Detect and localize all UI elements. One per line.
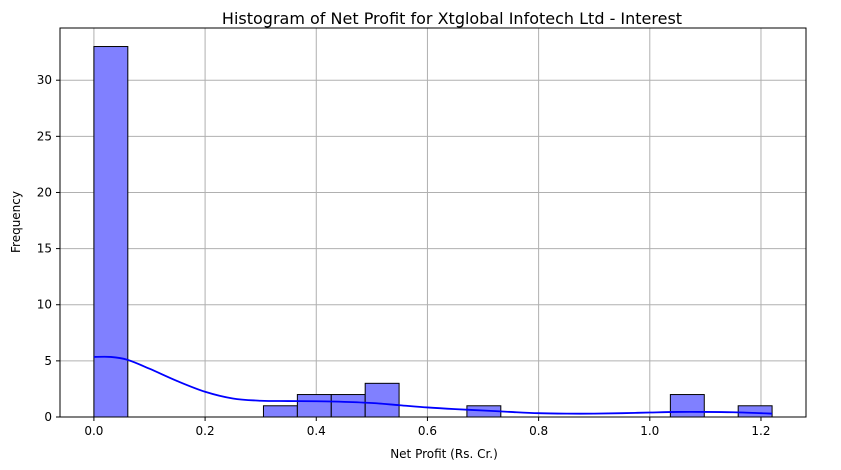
- kde-line: [93, 355, 773, 415]
- histogram-bar: [93, 46, 129, 418]
- histogram-bar: [737, 405, 773, 418]
- x-tick-label: 0.8: [529, 424, 548, 438]
- y-tick-label: 25: [37, 129, 52, 143]
- x-axis-ticks: 0.0 0.2 0.4 0.6 0.8 1.0 1.2: [84, 417, 771, 438]
- y-tick-label: 5: [44, 354, 52, 368]
- y-tick-label: 30: [37, 73, 52, 87]
- chart-title: Histogram of Net Profit for Xtglobal Inf…: [222, 9, 682, 28]
- histogram-bar: [296, 394, 332, 418]
- x-tick-label: 0.6: [418, 424, 437, 438]
- y-axis-ticks: 0 5 10 15 20 25 30: [37, 73, 60, 424]
- x-tick-label: 1.2: [751, 424, 770, 438]
- x-tick-label: 0.0: [84, 424, 103, 438]
- x-axis-label: Net Profit (Rs. Cr.): [390, 447, 498, 461]
- histogram-bar: [262, 405, 298, 418]
- histogram-bar: [669, 394, 705, 418]
- grid-lines: [60, 28, 806, 418]
- y-tick-label: 0: [44, 410, 52, 424]
- histogram-bar: [364, 382, 400, 418]
- x-tick-label: 0.2: [196, 424, 215, 438]
- kde-curve-layer: [93, 355, 773, 415]
- plot-frame: [59, 27, 807, 418]
- x-tick-label: 0.4: [307, 424, 326, 438]
- y-tick-label: 20: [37, 185, 52, 199]
- histogram-bar: [330, 394, 366, 418]
- x-tick-label: 1.0: [640, 424, 659, 438]
- y-tick-label: 10: [37, 298, 52, 312]
- y-tick-label: 15: [37, 242, 52, 256]
- histogram-bars: [93, 46, 773, 418]
- y-axis-label: Frequency: [9, 191, 23, 253]
